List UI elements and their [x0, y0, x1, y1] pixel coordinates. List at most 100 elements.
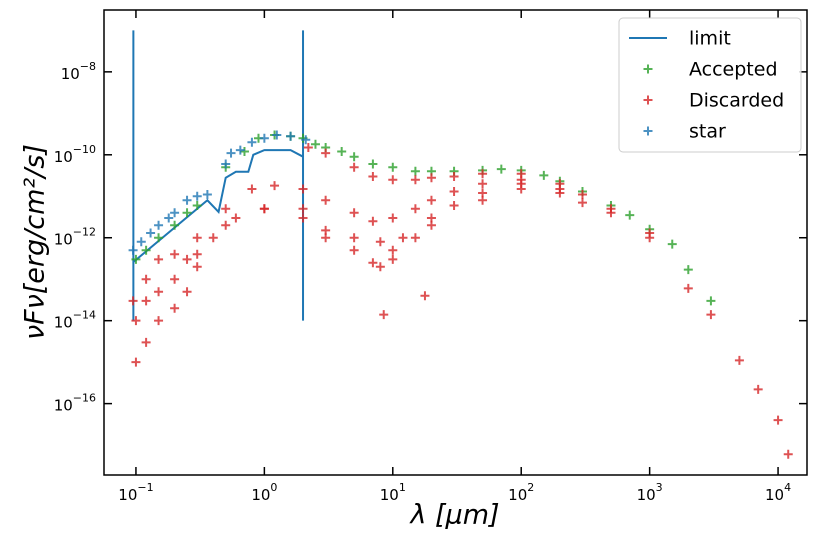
marker: [478, 195, 488, 205]
marker: [131, 316, 141, 326]
marker: [577, 190, 587, 200]
marker: [170, 208, 180, 218]
tick-label: 104: [765, 481, 791, 504]
plot-frame: [103, 9, 808, 476]
marker: [128, 245, 138, 255]
marker: [478, 179, 488, 189]
marker: [625, 210, 635, 220]
marker: [426, 173, 436, 183]
marker: [272, 130, 282, 140]
marker: [231, 213, 241, 223]
marker: [388, 175, 398, 185]
marker: [388, 245, 398, 255]
tick-label: 102: [508, 481, 534, 504]
series-3: [128, 130, 311, 255]
marker: [349, 245, 359, 255]
marker: [337, 147, 347, 157]
marker: [221, 204, 231, 214]
marker: [349, 162, 359, 172]
tick-label: 10−8: [61, 60, 96, 83]
marker: [154, 233, 164, 243]
tick-label: 10−10: [54, 143, 96, 166]
marker: [208, 233, 218, 243]
marker: [154, 254, 164, 264]
marker: [286, 131, 296, 141]
marker: [321, 225, 331, 235]
y-axis-label: νFν[erg/cm²/s]: [20, 144, 51, 340]
marker: [321, 195, 331, 205]
marker: [192, 200, 202, 210]
marker: [706, 310, 716, 320]
legend-label: star: [689, 121, 726, 143]
tick-label: 100: [251, 481, 277, 504]
marker: [683, 283, 693, 293]
marker: [235, 145, 245, 155]
marker: [555, 188, 565, 198]
marker: [247, 137, 257, 147]
marker: [368, 171, 378, 181]
marker: [410, 204, 420, 214]
marker: [449, 187, 459, 197]
marker: [259, 204, 269, 214]
tick-label: 101: [380, 481, 406, 504]
marker: [192, 262, 202, 272]
marker: [202, 190, 212, 200]
marker: [420, 291, 430, 301]
marker: [154, 287, 164, 297]
marker: [154, 316, 164, 326]
legend-marker: [643, 64, 653, 74]
marker: [773, 415, 783, 425]
marker: [141, 274, 151, 284]
legend-box: [618, 17, 802, 153]
marker: [221, 159, 231, 169]
marker: [388, 254, 398, 264]
marker: [321, 148, 331, 158]
marker: [449, 171, 459, 181]
marker: [136, 237, 146, 247]
marker: [606, 208, 616, 218]
marker: [182, 208, 192, 218]
marker: [398, 233, 408, 243]
legend-marker: [643, 126, 653, 136]
marker: [375, 237, 385, 247]
marker: [141, 245, 151, 255]
marker: [192, 249, 202, 259]
marker: [146, 228, 156, 238]
marker: [182, 254, 192, 264]
marker: [298, 204, 308, 214]
tick-label: 10−14: [54, 309, 96, 332]
marker: [368, 159, 378, 169]
marker: [379, 310, 389, 320]
marker: [388, 213, 398, 223]
marker: [368, 216, 378, 226]
marker: [645, 233, 655, 243]
legend-label: Discarded: [689, 90, 784, 112]
marker: [141, 296, 151, 306]
marker: [298, 213, 308, 223]
x-axis-label: λ [μm]: [408, 500, 499, 531]
series-2: [128, 142, 793, 459]
marker: [303, 142, 313, 152]
marker: [449, 200, 459, 210]
tick-label: 10−16: [54, 392, 96, 415]
marker: [349, 208, 359, 218]
tick-label: 10−12: [54, 226, 96, 249]
marker: [410, 233, 420, 243]
marker: [182, 287, 192, 297]
marker: [170, 303, 180, 313]
marker: [164, 213, 174, 223]
marker: [154, 220, 164, 230]
marker: [426, 195, 436, 205]
marker: [375, 262, 385, 272]
marker: [301, 135, 311, 145]
marker: [410, 166, 420, 176]
marker: [247, 184, 257, 194]
marker: [128, 296, 138, 306]
marker: [131, 254, 141, 264]
marker: [310, 139, 320, 149]
marker: [141, 337, 151, 347]
legend-label: Accepted: [689, 59, 778, 81]
tick-label: 10−1: [118, 481, 153, 504]
marker: [349, 152, 359, 162]
